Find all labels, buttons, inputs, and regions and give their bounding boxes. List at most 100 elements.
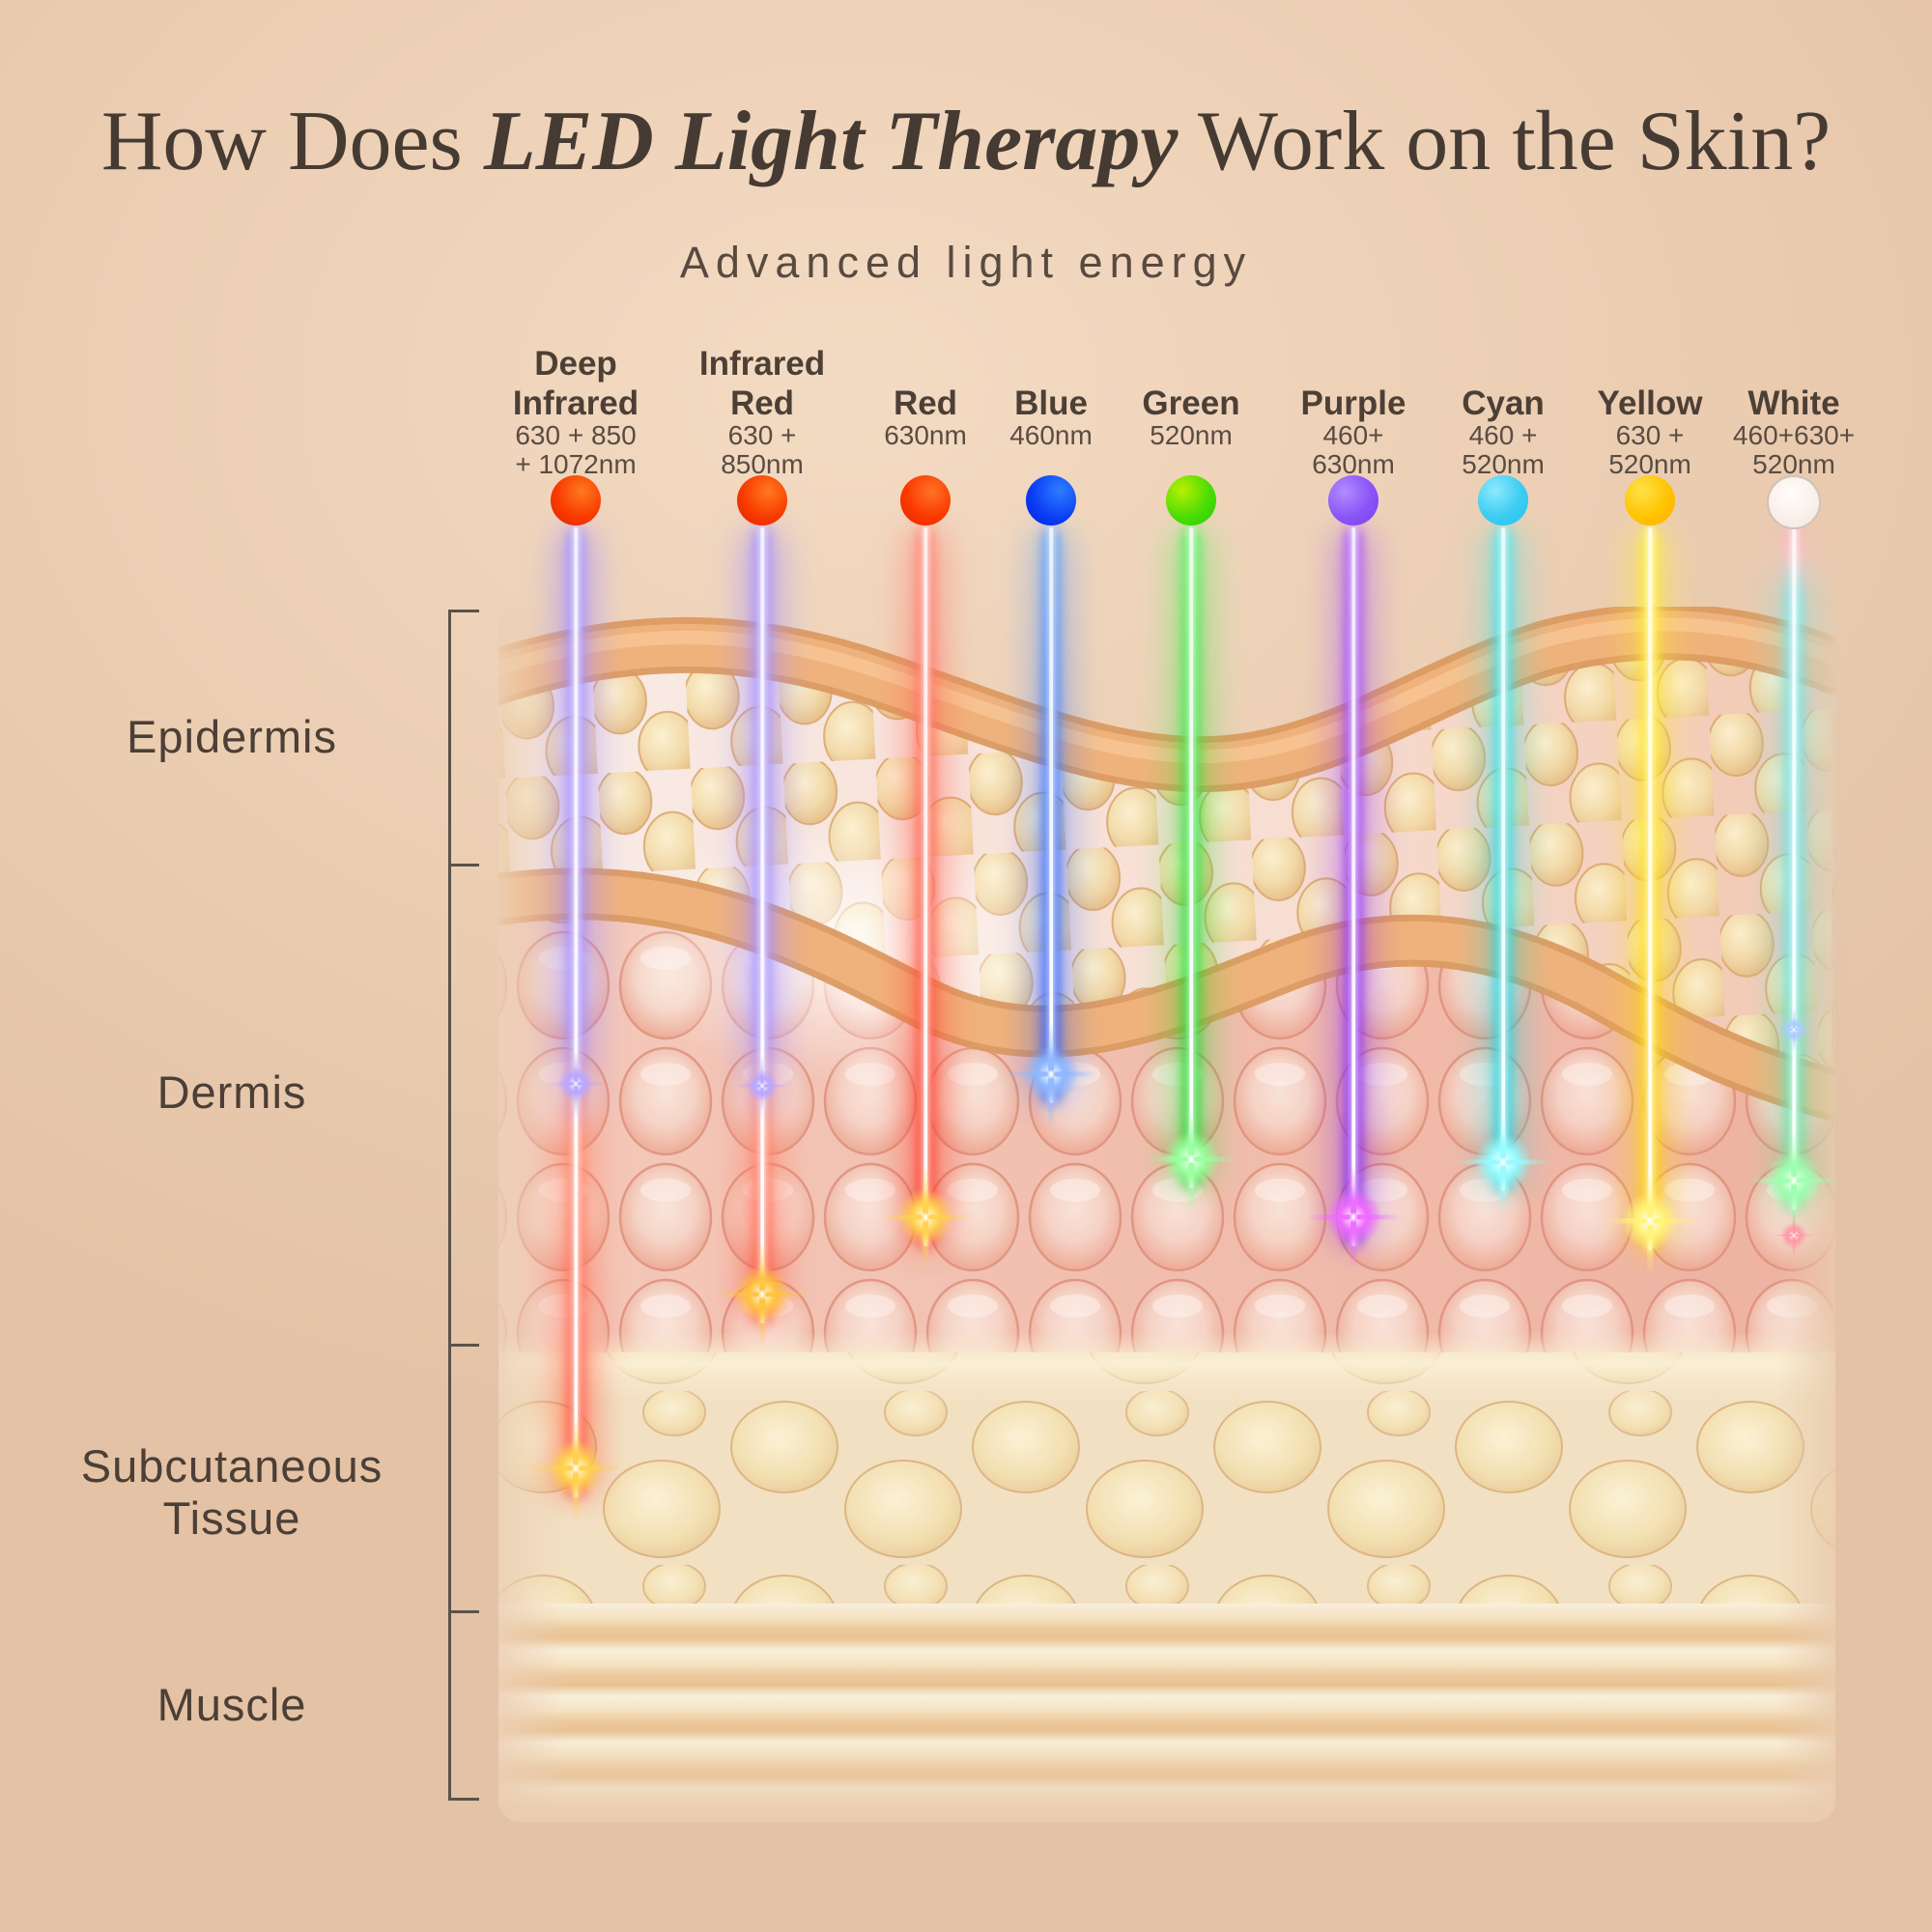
light-name-line: Blue	[1014, 384, 1088, 422]
light-name: Cyan	[1462, 336, 1545, 423]
beam-flare-icon	[1780, 1016, 1807, 1043]
light-beam	[545, 527, 607, 1499]
skin-layers-group	[498, 607, 1835, 1822]
light-name: Purple	[1301, 336, 1406, 423]
wavelength-line: 630 + 850	[515, 420, 637, 450]
light-name-line: Infrared	[512, 384, 639, 422]
light-wavelength: 630 +850nm	[721, 420, 804, 479]
bracket-tick	[448, 1344, 479, 1347]
light-beam	[1472, 527, 1534, 1193]
led-dot-icon	[1478, 475, 1528, 526]
led-dot-icon	[1026, 475, 1076, 526]
skin-layer-label: Subcutaneous Tissue	[19, 1440, 444, 1545]
light-name-line: Infrared	[698, 345, 826, 383]
wavelength-line: 460 +	[1468, 420, 1538, 450]
led-dot-icon	[737, 475, 787, 526]
subtitle: Advanced light energy	[679, 238, 1253, 287]
light-name: Red	[894, 336, 957, 423]
title-emphasis: LED Light Therapy	[483, 95, 1179, 188]
light-column: Cyan 460 +520nm	[1387, 336, 1619, 526]
skin-layer-label-line: Muscle	[156, 1679, 307, 1730]
bracket-tick	[448, 1798, 479, 1801]
skin-layer-label: Epidermis	[19, 711, 444, 763]
light-name: Blue	[1014, 336, 1088, 423]
beam-flare-icon	[731, 1264, 793, 1325]
light-wavelength: 520nm	[1150, 421, 1233, 475]
title-suffix: Work on the Skin?	[1178, 95, 1832, 188]
led-dot-icon	[900, 475, 951, 526]
beam-flare-icon	[1779, 1221, 1808, 1250]
title-prefix: How Does	[100, 95, 484, 188]
light-column: Purple 460+ 630nm	[1237, 336, 1469, 526]
beam-flare-icon	[745, 1068, 780, 1103]
light-column: Blue 460nm	[935, 336, 1167, 526]
light-column: Red 630nm	[810, 336, 1041, 526]
light-wavelength: 630 + 850 + 1072nm	[515, 420, 637, 479]
light-column: White 460+630+ 520nm	[1678, 336, 1910, 529]
wavelength-line: + 1072nm	[515, 449, 637, 479]
light-wavelength: 460+ 630nm	[1312, 420, 1395, 479]
light-name-line: Yellow	[1597, 384, 1703, 422]
light-wavelength: 630 +520nm	[1608, 420, 1691, 479]
bracket-line	[448, 611, 451, 1799]
bracket-tick	[448, 1610, 479, 1613]
light-name-line: White	[1747, 384, 1840, 422]
light-column: Infrared Red 630 +850nm	[646, 336, 878, 526]
skin-layer-label-line: Tissue	[162, 1492, 301, 1544]
led-dot-icon	[1328, 475, 1378, 526]
beam-flare-icon	[1472, 1131, 1534, 1193]
bracket-tick	[448, 864, 479, 867]
light-column: Deep Infrared 630 + 850 + 1072nm	[460, 336, 692, 526]
light-beam	[1619, 527, 1681, 1252]
light-beam	[1020, 527, 1082, 1105]
light-name: Deep Infrared	[513, 336, 639, 423]
light-name-line: Cyan	[1462, 384, 1545, 422]
light-beam	[1763, 527, 1825, 1250]
led-dot-icon	[551, 475, 601, 526]
skin-layer-label: Dermis	[19, 1066, 444, 1119]
led-dot-icon	[1166, 475, 1216, 526]
skin-layer-label: Muscle	[19, 1679, 444, 1731]
beam-flare-icon	[1160, 1128, 1222, 1190]
wavelength-line: 630 +	[727, 420, 797, 450]
light-name-line: Purple	[1300, 384, 1406, 422]
skin-layer-label-line: Dermis	[156, 1066, 307, 1118]
wavelength-line: 520nm	[1752, 449, 1835, 479]
beam-flare-icon	[545, 1437, 607, 1499]
skin-layer-label-line: Epidermis	[127, 711, 337, 762]
wavelength-line: 630nm	[1312, 449, 1395, 479]
light-name: White	[1747, 336, 1839, 423]
wavelength-line: 520nm	[1462, 449, 1545, 479]
light-name-line: Red	[893, 384, 958, 422]
beam-flare-icon	[1763, 1150, 1825, 1211]
light-wavelength: 460+630+ 520nm	[1732, 420, 1856, 479]
light-beam	[731, 527, 793, 1325]
light-wavelength: 630nm	[884, 421, 967, 475]
beam-flare-icon	[556, 1065, 595, 1103]
wavelength-line: 460+	[1322, 420, 1384, 450]
wavelength-line: 630nm	[884, 420, 967, 450]
beam-flare-icon	[1322, 1186, 1384, 1248]
wavelength-line: 520nm	[1150, 420, 1233, 450]
wavelength-line: 460+630+	[1732, 420, 1856, 450]
light-beam	[1160, 527, 1222, 1190]
wavelength-line: 850nm	[721, 449, 804, 479]
wavelength-line: 630 +	[1615, 420, 1685, 450]
light-name: Infrared Red	[699, 336, 825, 423]
led-dot-icon	[1767, 475, 1821, 529]
light-name-line: Red	[729, 384, 795, 422]
skin-layer-label-line: Subcutaneous	[80, 1440, 384, 1492]
wavelength-line: 520nm	[1608, 449, 1691, 479]
light-column: Yellow 630 +520nm	[1534, 336, 1766, 526]
wavelength-line: 460nm	[1009, 420, 1093, 450]
light-column: Green 520nm	[1075, 336, 1307, 526]
bracket-tick	[448, 610, 479, 612]
light-name: Green	[1142, 336, 1239, 423]
led-dot-icon	[1625, 475, 1675, 526]
page-title: How Does LED Light Therapy Work on the S…	[0, 93, 1932, 190]
beam-flare-icon	[1619, 1190, 1681, 1252]
light-beam	[895, 527, 956, 1248]
light-name-line: Green	[1142, 384, 1240, 422]
beam-flare-icon	[895, 1186, 956, 1248]
